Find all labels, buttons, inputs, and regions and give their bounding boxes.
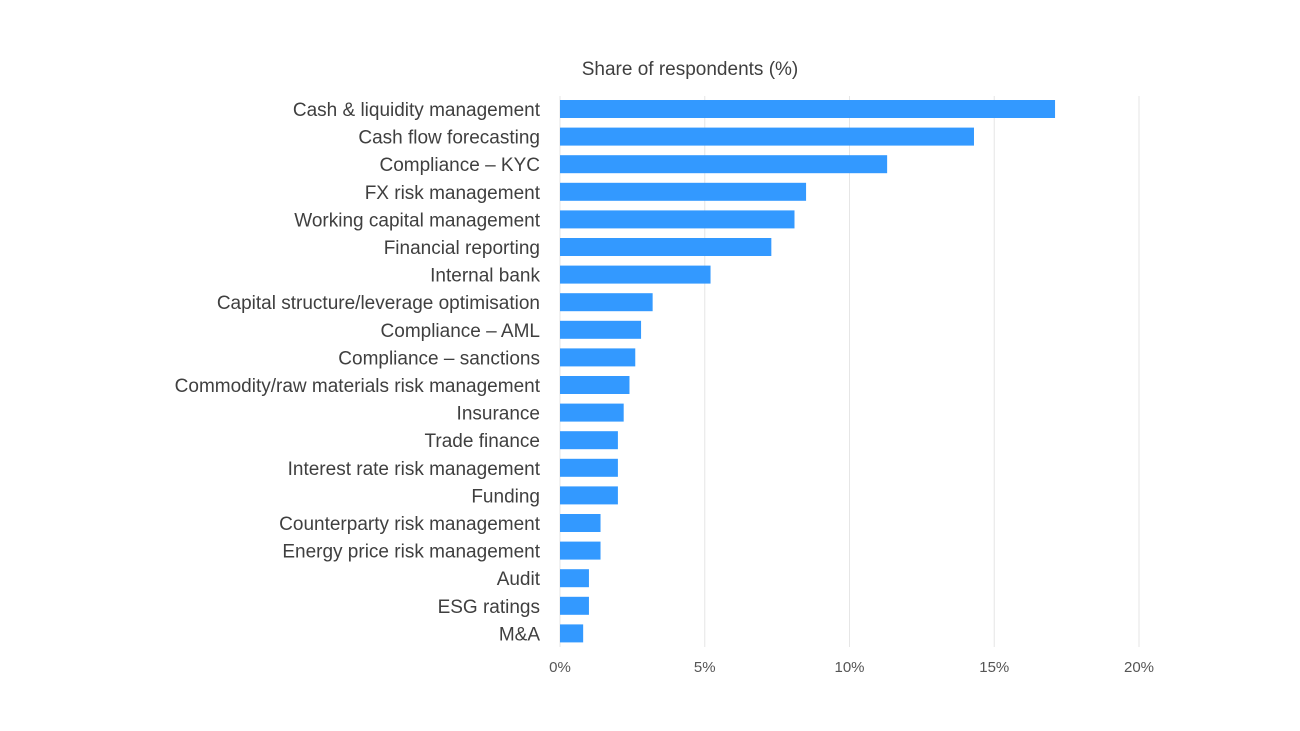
category-label: Counterparty risk management [279,514,541,535]
category-label: Compliance – sanctions [338,348,540,369]
bar [560,458,618,477]
bar [560,376,630,394]
chart-title: Share of respondents (%) [582,59,799,80]
bar [560,238,772,256]
category-label: Energy price risk management [282,542,540,563]
category-label: Audit [497,569,541,590]
bar [560,127,974,146]
bar [560,431,618,450]
category-label: Interest rate risk management [288,459,541,480]
bar [560,293,653,312]
bar [560,210,795,229]
bar [560,182,807,201]
bar [560,320,642,339]
bar [560,596,589,615]
x-tick-label: 0% [549,659,571,676]
category-label: FX risk management [365,183,541,204]
category-label: Financial reporting [384,238,540,259]
category-label: Trade finance [425,431,540,452]
bar [560,486,618,505]
category-label: Compliance – KYC [379,155,540,176]
category-label: Cash & liquidity management [293,100,541,121]
x-axis-ticks: 0% 5% 10% 15% 20% [549,659,1154,676]
bar [560,624,584,643]
bar [560,265,711,284]
category-label: Working capital management [294,210,540,231]
x-tick-label: 10% [834,659,864,676]
category-label: Compliance – AML [381,321,540,342]
bar [560,403,624,422]
bar [560,348,636,367]
bar [560,514,601,532]
category-labels: Cash & liquidity management Cash flow for… [175,100,541,645]
x-tick-label: 20% [1124,659,1154,676]
category-label: Internal bank [430,266,540,287]
gridlines [559,96,1140,647]
x-tick-label: 15% [979,659,1009,676]
bar [560,569,589,588]
category-label: Capital structure/leverage optimisation [217,293,540,314]
category-label: M&A [499,624,541,645]
category-label: ESG ratings [438,597,540,618]
category-label: Cash flow forecasting [358,128,540,149]
category-label: Insurance [457,404,540,425]
category-label: Funding [471,486,540,507]
category-label: Commodity/raw materials risk management [175,376,541,397]
bar [560,541,601,560]
bar [560,100,1056,118]
bar [560,155,888,174]
bars [560,100,1056,643]
x-tick-label: 5% [694,659,716,676]
